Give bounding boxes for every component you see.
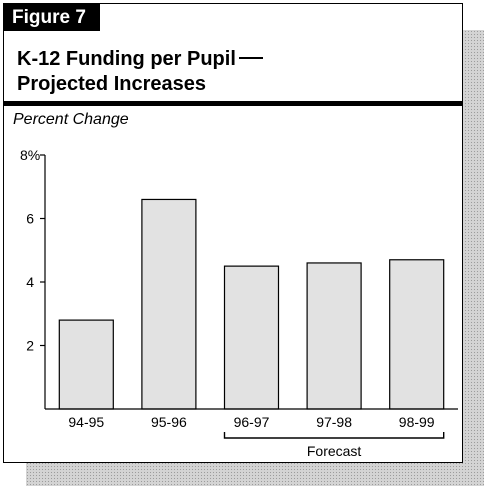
title-line-1: K-12 Funding per Pupil: [17, 48, 236, 70]
y-tick-label: 6: [26, 211, 34, 227]
forecast-label: Forecast: [307, 443, 362, 459]
x-tick-label: 97-98: [316, 414, 352, 430]
y-tick-label: 2: [26, 338, 34, 354]
x-tick-label: 98-99: [399, 414, 435, 430]
y-axis-label: Percent Change: [13, 111, 129, 128]
x-tick-label: 94-95: [68, 414, 104, 430]
y-tick-label: 4: [26, 274, 34, 290]
x-tick-label: 95-96: [151, 414, 187, 430]
title-line-2: Projected Increases: [17, 73, 206, 95]
bar: [141, 198, 197, 410]
bar: [58, 319, 114, 410]
forecast-bracket: [223, 432, 445, 439]
bar: [306, 262, 362, 410]
figure-tag: Figure 7: [4, 4, 100, 31]
title-rule: [4, 101, 462, 106]
x-tick-label: 96-97: [234, 414, 270, 430]
chart-title: K-12 Funding per Pupil Projected Increas…: [17, 47, 263, 97]
title-dash: [238, 57, 263, 60]
bar: [389, 259, 445, 410]
bar: [223, 265, 280, 410]
y-tick-label-top: 8%: [20, 147, 40, 163]
